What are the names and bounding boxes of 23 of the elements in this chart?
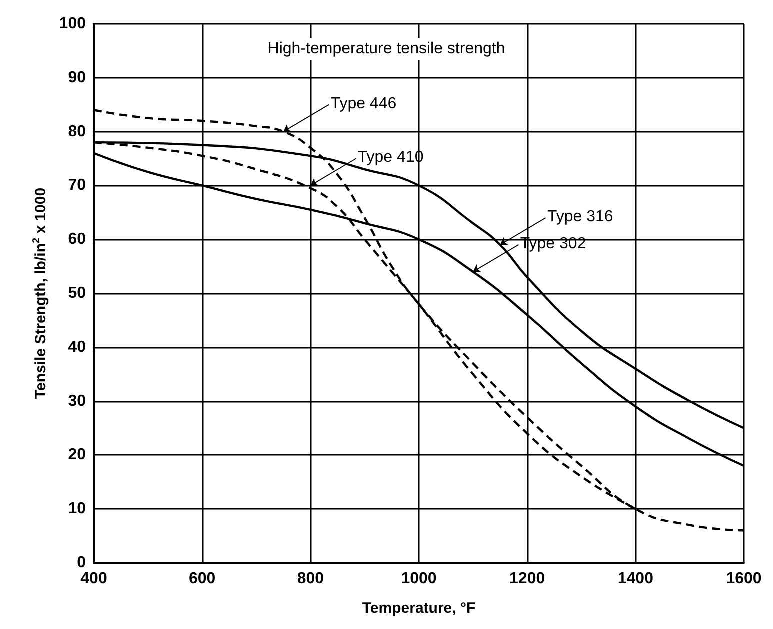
x-tick-label: 1400 [618, 570, 654, 588]
text: High-temperature tensile strength [268, 40, 506, 58]
y-tick-label: 60 [68, 231, 86, 248]
y-tick-label: 0 [77, 554, 86, 572]
y-tick-label: 100 [59, 16, 86, 32]
y-axis-title: Tensile Strength, lb/in2 x 1000 [31, 188, 50, 400]
x-axis-title: Temperature, °F [362, 600, 476, 617]
annotation: Type 446 [330, 95, 397, 112]
y-tick-label: 50 [68, 285, 86, 302]
x-tick-label: 1600 [726, 570, 762, 588]
y-tick-label: 70 [68, 177, 86, 194]
y-tick-label: 10 [68, 500, 86, 518]
annotation: Type 316 [547, 208, 614, 226]
y-tick-label: 30 [68, 392, 86, 410]
x-tick-label: 600 [188, 570, 216, 588]
x-tick-label: 1200 [510, 570, 546, 588]
y-tick-label: 90 [68, 69, 86, 86]
y-tick-label: 40 [68, 338, 86, 356]
y-tick-label: 80 [68, 123, 86, 140]
x-tick-label: 800 [297, 570, 324, 588]
x-tick-label: 1000 [401, 570, 437, 588]
x-tick-label: 400 [80, 570, 108, 588]
y-tick-label: 20 [68, 446, 86, 464]
